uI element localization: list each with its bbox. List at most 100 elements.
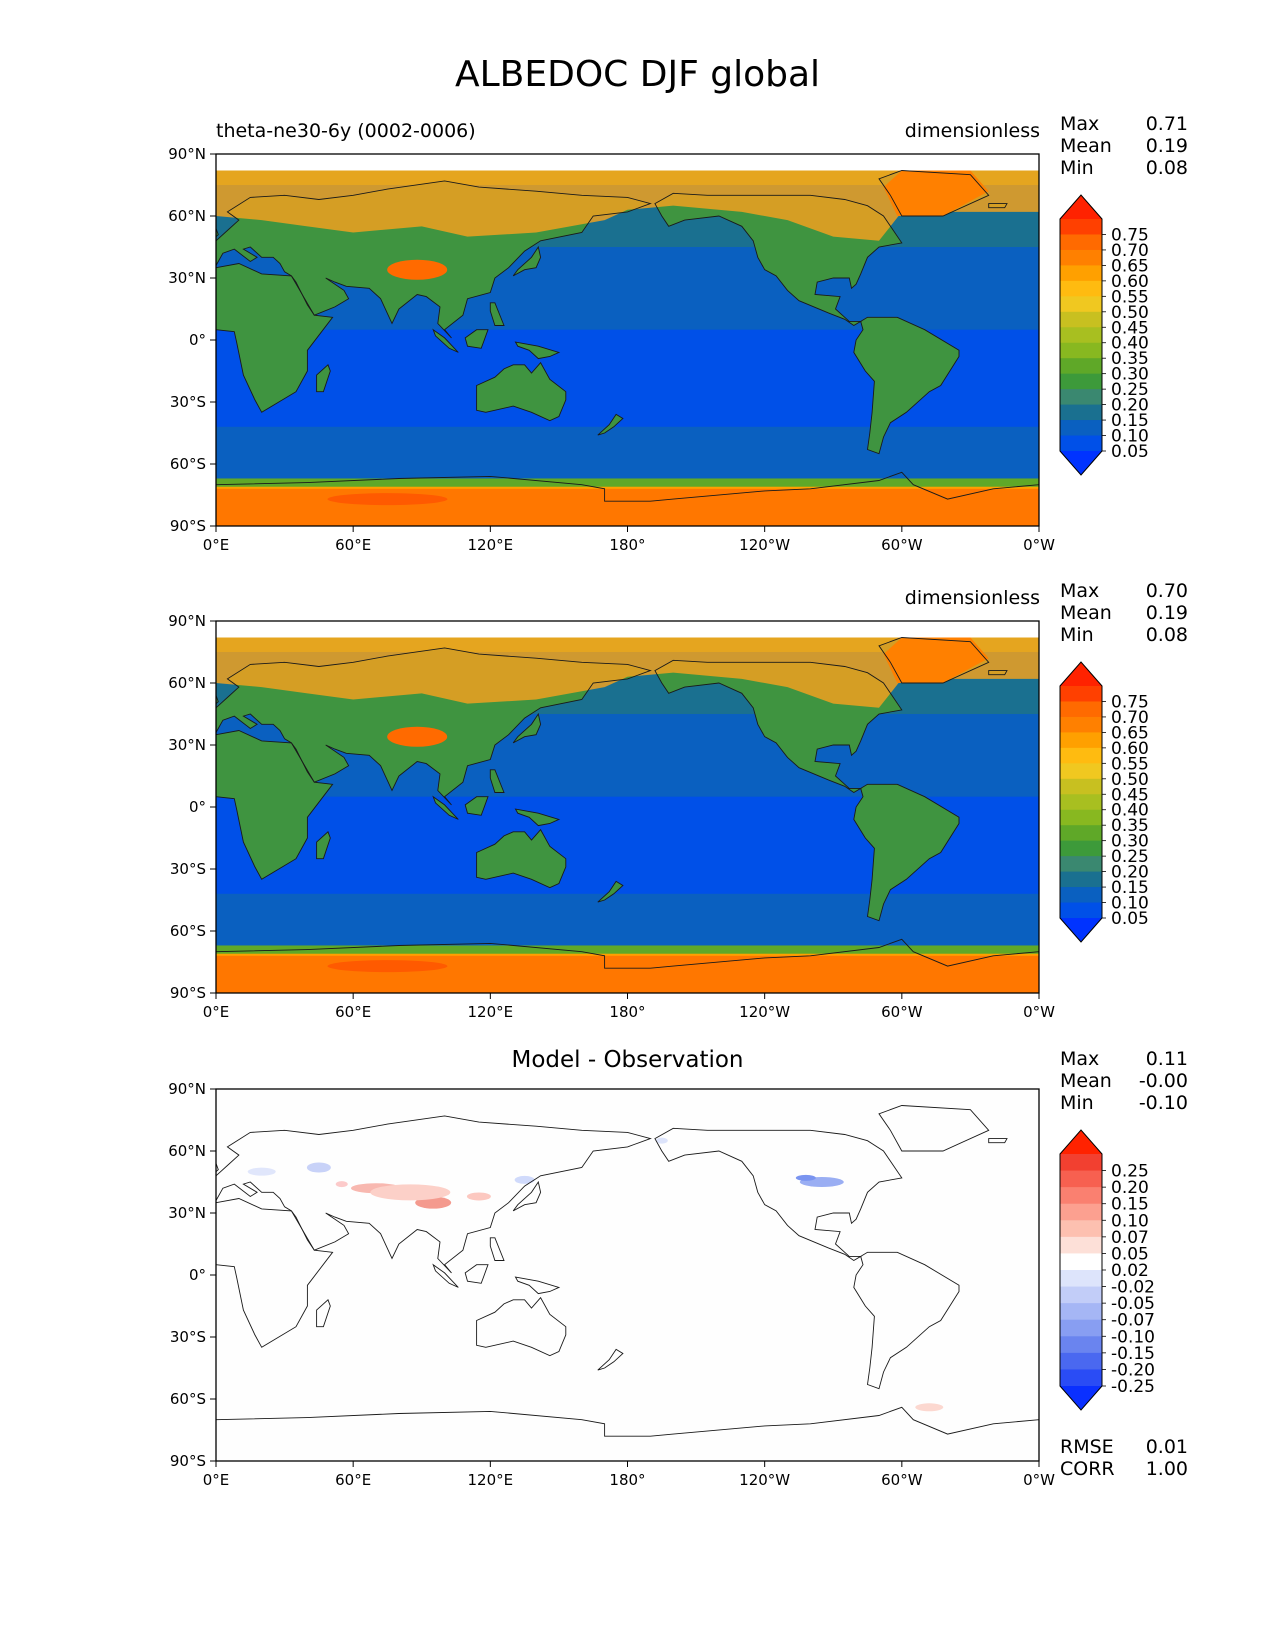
lat-tick-label: 60°S [170, 455, 206, 473]
greenland-ice [883, 170, 989, 216]
test-colorbar-label: 0.30 [1111, 365, 1149, 385]
test-colorbar-label: 0.20 [1111, 396, 1149, 416]
test-colorbar-label: 0.35 [1111, 349, 1149, 369]
reference-colorbar-segment [1060, 825, 1102, 842]
stat-value: 0.11 [1145, 1048, 1188, 1070]
lon-tick-label: 60°W [881, 536, 923, 554]
difference-colorbar-cap-top [1060, 1130, 1102, 1154]
panel-case-label: theta-ne30-6y (0002-0006) [216, 120, 476, 142]
difference-colorbar-segment [1060, 1253, 1102, 1271]
difference-colorbar-segment [1060, 1154, 1102, 1172]
coastline-borneo [464, 329, 489, 349]
lon-tick-label: 120°W [739, 1003, 790, 1021]
map-chart-reference: 90°N 60°N 30°N 0° 30°S 60°S 90°S0°E 60°E 120°E 18… [168, 612, 1149, 1021]
test-colorbar-label: 0.75 [1111, 225, 1149, 245]
difference-colorbar-segment [1060, 1369, 1102, 1387]
lon-tick-label: 60°E [335, 1003, 371, 1021]
land-fill-madagascar [316, 364, 331, 392]
coastline-uk [216, 220, 219, 238]
lat-tick-label: 30°N [168, 269, 206, 287]
lon-tick-label: 120°E [468, 1003, 514, 1021]
reference-colorbar-segment [1060, 902, 1102, 919]
coastline-madagascar [316, 364, 331, 393]
test-colorbar-segment [1060, 327, 1102, 344]
coastline-south_america [853, 316, 960, 455]
lon-tick-label: 180° [609, 1003, 645, 1021]
difference-field [216, 1089, 1039, 1461]
difference-colorbar-cap-bottom [1060, 1386, 1102, 1410]
panel-center-title: Model - Observation [511, 1047, 744, 1073]
difference-colorbar-label: 0.25 [1111, 1162, 1149, 1182]
panel-bottom-stats: RMSE 0.01 CORR 1.00 [1060, 1436, 1188, 1480]
test-colorbar-segment [1060, 373, 1102, 390]
lat-tick-label: 90°N [168, 145, 206, 163]
antarctic-ice-core [327, 960, 448, 973]
coastline-philippines [489, 769, 505, 793]
lat-tick-label: 60°N [168, 207, 206, 225]
coastline-nz [597, 1348, 624, 1371]
lon-tick-label: 120°W [739, 1471, 790, 1489]
difference-colorbar-segment [1060, 1220, 1102, 1238]
lon-tick-label: 0°W [1023, 1003, 1055, 1021]
land-fill-africa [216, 730, 333, 880]
reference-colorbar-label: 0.65 [1111, 723, 1149, 743]
reference-colorbar-segment [1060, 747, 1102, 764]
difference-colorbar-label: -0.02 [1111, 1278, 1155, 1298]
test-colorbar-cap-bottom [1060, 451, 1102, 475]
reference-colorbar-label: 0.70 [1111, 708, 1149, 728]
land-fill-newguinea [515, 342, 559, 359]
reference-colorbar-label: 0.10 [1111, 894, 1149, 914]
coastline-africa [216, 1198, 334, 1348]
coastline-europe_asia [216, 1115, 652, 1274]
coastline-nz [597, 880, 624, 903]
page-title: ALBEDOC DJF global [454, 54, 821, 95]
difference-colorbar-label: 0.05 [1111, 1244, 1149, 1264]
land-fill-australia [476, 362, 566, 421]
reference-colorbar-label: 0.45 [1111, 785, 1149, 805]
lon-tick-label: 0°E [203, 1471, 230, 1489]
coastline-philippines [489, 1237, 505, 1261]
reference-colorbar-segment [1060, 732, 1102, 749]
lat-tick-label: 30°S [170, 393, 206, 411]
coastline-africa [216, 730, 334, 880]
stat-name: Max [1060, 1048, 1100, 1070]
lat-tick-label: 30°S [170, 860, 206, 878]
reference-colorbar-cap-bottom [1060, 918, 1102, 942]
reference-colorbar-segment [1060, 763, 1102, 780]
coastline-australia [476, 361, 567, 422]
coastline-iceland [988, 1138, 1008, 1144]
coastline-south_america [853, 1251, 960, 1390]
difference-colorbar-segment [1060, 1203, 1102, 1221]
reference-colorbar-label: 0.25 [1111, 847, 1149, 867]
stat-name: Min [1060, 624, 1094, 646]
test-colorbar-segment [1060, 249, 1102, 266]
map-chart-difference: 90°N 60°N 30°N 0° 30°S 60°S 90°S0°E 60°E 120°E 18… [168, 1080, 1155, 1489]
test-colorbar-label: 0.60 [1111, 272, 1149, 292]
land-fill-philippines [490, 769, 505, 793]
stat-name: RMSE [1060, 1436, 1114, 1458]
difference-colorbar-label: -0.07 [1111, 1311, 1155, 1331]
stat-value: 0.19 [1145, 602, 1188, 624]
reference-colorbar-label: 0.05 [1111, 909, 1149, 929]
lon-tick-label: 180° [609, 1471, 645, 1489]
coastline-antarctica [216, 471, 1039, 526]
coastline-europe_asia [216, 180, 652, 339]
coastline-north_america [654, 192, 903, 327]
reference-colorbar-cap-top [1060, 662, 1102, 686]
lat-tick-label: 30°N [168, 1204, 206, 1222]
difference-colorbar-segment [1060, 1270, 1102, 1288]
stat-name: Max [1060, 580, 1100, 602]
difference-anomaly [466, 1192, 491, 1201]
tibet-high [387, 259, 448, 280]
stat-value: 0.71 [1145, 113, 1188, 135]
difference-colorbar-label: 0.02 [1111, 1261, 1149, 1281]
stat-name: CORR [1060, 1458, 1115, 1480]
test-colorbar-label: 0.15 [1111, 411, 1149, 431]
coastline-north_america [654, 659, 903, 794]
land-fill-south_america [853, 317, 959, 454]
test-colorbar-segment [1060, 435, 1102, 452]
reference-colorbar-segment [1060, 794, 1102, 811]
snow-cover [216, 170, 1039, 241]
coastline-madagascar [316, 1299, 331, 1328]
reference-colorbar-segment [1060, 716, 1102, 733]
